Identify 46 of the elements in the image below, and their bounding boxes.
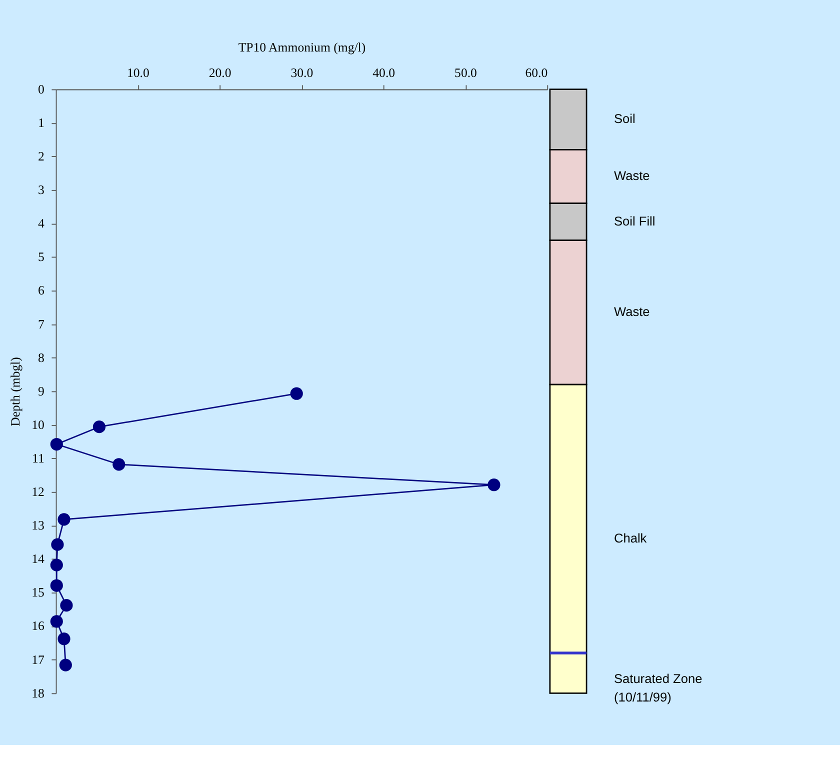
y-tick-label: 18	[32, 686, 44, 700]
y-tick-label: 15	[32, 586, 44, 600]
x-tick-label: 50.0	[454, 66, 477, 80]
point	[50, 615, 63, 628]
y-tick-label: 8	[38, 350, 44, 365]
y-tick-label: 16	[32, 619, 45, 634]
text: Waste	[614, 304, 650, 320]
x-tick-label: 20.0	[208, 66, 232, 80]
y-axis-title: Depth (mbgl)	[8, 357, 23, 426]
point	[50, 438, 63, 451]
point	[488, 478, 500, 492]
x-tick-label: 40.0	[372, 66, 396, 80]
y-tick-label: 17	[32, 652, 45, 667]
text: Soil Fill	[614, 213, 656, 228]
y-tick-label: 14	[32, 552, 45, 566]
point	[50, 579, 63, 592]
y-tick-label: 5	[38, 250, 44, 264]
point	[92, 420, 106, 434]
y-tick-label: 7	[38, 317, 45, 332]
point	[59, 658, 72, 672]
point	[58, 513, 70, 526]
y-tick-label: 11	[32, 451, 44, 466]
y-tick-label: 12	[32, 485, 44, 500]
y-tick-label: 9	[38, 384, 44, 398]
point	[58, 632, 70, 646]
point	[50, 558, 63, 572]
y-tick-label: 2	[38, 150, 44, 164]
text: Waste	[614, 168, 650, 184]
text: Soil	[614, 111, 636, 126]
y-tick-label: 3	[38, 183, 44, 198]
x-tick-label: 10.0	[126, 66, 150, 80]
x-axis-title: TP10 Ammonium (mg/l)	[238, 40, 366, 54]
ref-line-label: Saturated Zone (10/11/99)	[614, 671, 702, 704]
y-tick-label: 0	[38, 82, 44, 96]
point	[112, 458, 126, 471]
point	[60, 599, 73, 612]
y-tick-label: 10	[32, 418, 44, 432]
y-tick-label: 4	[38, 216, 45, 231]
x-tick-label: 30.0	[290, 66, 314, 80]
point	[51, 538, 64, 551]
y-tick-label: 1	[38, 116, 44, 130]
y-tick-label: 6	[38, 284, 45, 298]
y-tick-label: 13	[32, 518, 44, 533]
x-tick-label: 60.0	[525, 66, 548, 80]
point	[290, 387, 303, 400]
text: Chalk	[614, 530, 648, 546]
